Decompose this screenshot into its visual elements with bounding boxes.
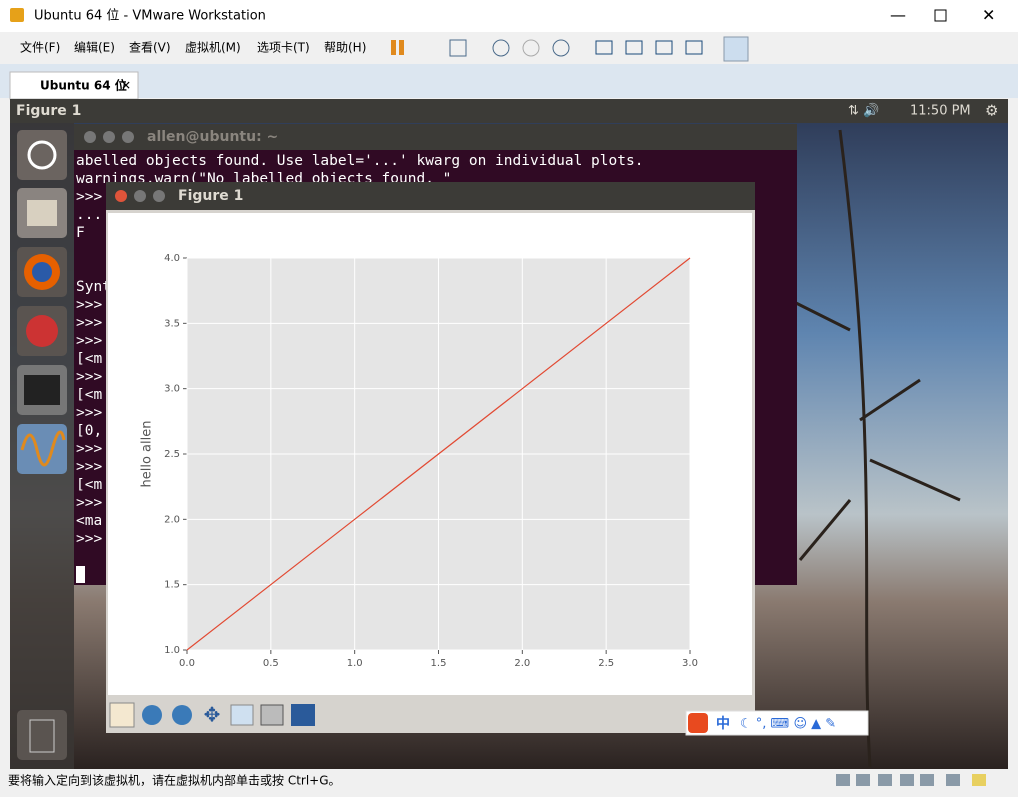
terminal-title: allen@ubuntu: ~ (147, 129, 278, 145)
menu-item[interactable]: 虚拟机(M) (185, 41, 241, 55)
gear[interactable]: ⚙ (985, 102, 998, 120)
data-line (186, 257, 691, 651)
terminal-line: F (76, 225, 85, 241)
ime-icons[interactable]: ☾ °, ⌨ ☺ ▲ ✎ (740, 717, 836, 732)
x-tick-label: 1.0 (347, 658, 363, 669)
maximize[interactable] (934, 9, 947, 22)
close[interactable]: ✕ (982, 6, 995, 25)
figure-buttons[interactable] (115, 190, 165, 202)
terminal-line: >>> (76, 441, 102, 457)
ime-mode[interactable]: 中 (716, 715, 730, 732)
x-tick-label: 0.0 (179, 658, 195, 669)
terminal-buttons[interactable] (84, 131, 134, 143)
clock[interactable]: 11:50 PM (910, 104, 971, 119)
y-axis-label: hello allen (140, 421, 155, 488)
terminal-line: <ma (76, 513, 102, 529)
terminal-line: >>> (76, 459, 102, 475)
menu-item[interactable]: 编辑(E) (74, 40, 115, 55)
tray-icons[interactable]: ⇅ 🔊 (848, 102, 879, 119)
cursor (76, 566, 85, 583)
menu-item[interactable]: 选项卡(T) (257, 41, 310, 55)
status-text: 要将输入定向到该虚拟机，请在虚拟机内部单击或按 Ctrl+G。 (8, 773, 341, 788)
title-bar (0, 0, 1018, 32)
x-tick-label: 2.0 (514, 658, 530, 669)
menu-item[interactable]: 查看(V) (129, 41, 171, 55)
terminal-line: [<m (76, 387, 102, 403)
figure-toolbar[interactable]: ✥ (109, 702, 315, 728)
ime-logo[interactable] (688, 713, 708, 733)
minimize[interactable]: — (890, 6, 906, 25)
svg-text:✥: ✥ (204, 703, 221, 727)
terminal-line: >>> (76, 333, 102, 349)
terminal-line: >>> (76, 315, 102, 331)
menu-item[interactable]: 帮助(H) (324, 41, 366, 55)
plot: 1.0 1.5 2.0 2.5 3.0 3.5 4.0 0.0 0.5 1.0 1.5 2.0 2.5 3… (140, 253, 698, 669)
terminal-line: >>> (76, 495, 102, 511)
figure-title: Figure 1 (178, 188, 243, 204)
terminal-line: >>> (76, 369, 102, 385)
x-tick-label: 0.5 (263, 658, 279, 669)
wallpaper-plant (789, 129, 961, 768)
launcher-icons (17, 130, 67, 760)
top-panel (10, 99, 1008, 123)
y-tick-label: 1.5 (164, 580, 180, 591)
terminal-line: >>> (76, 405, 102, 421)
y-tick-label: 2.5 (164, 449, 180, 460)
terminal-line: >>> (76, 297, 102, 313)
x-tick-label: 3.0 (682, 658, 698, 669)
tab-label[interactable]: Ubuntu 64 位 (40, 78, 127, 93)
window-title: Ubuntu 64 位 - VMware Workstation (34, 9, 266, 24)
menu-bar: 文件(F) 编辑(E) 查看(V) 虚拟机(M) 选项卡(T) 帮助(H) (20, 40, 366, 55)
toolbar (391, 36, 749, 62)
menu-item[interactable]: 文件(F) (20, 40, 60, 55)
tab-strip (0, 64, 1018, 98)
terminal-line: [0, (76, 423, 102, 439)
y-tick-label: 3.5 (164, 318, 180, 329)
terminal-line: [<m (76, 477, 102, 493)
tab[interactable] (9, 71, 139, 100)
terminal-line: >>> (76, 531, 102, 547)
terminal-titlebar (74, 124, 797, 150)
terminal-line: ... (76, 207, 102, 223)
terminal-line: >>> (76, 189, 102, 205)
terminal-line: Synt (76, 279, 111, 295)
ime-bar (685, 710, 869, 736)
tab-close[interactable]: ✕ (121, 79, 131, 93)
terminal-line: abelled objects found. Use label='...' k… (76, 153, 643, 169)
y-tick-label: 1.0 (164, 645, 180, 656)
x-tick-label: 2.5 (598, 658, 614, 669)
figure-titlebar (106, 182, 755, 210)
y-tick-label: 4.0 (164, 253, 180, 264)
app-icon (10, 8, 24, 22)
y-tick-label: 2.0 (164, 514, 180, 525)
active-app: Figure 1 (16, 103, 81, 119)
terminal-line: [<m (76, 351, 102, 367)
x-tick-label: 1.5 (431, 658, 447, 669)
status-icons[interactable] (836, 774, 986, 786)
y-tick-label: 3.0 (164, 384, 180, 395)
